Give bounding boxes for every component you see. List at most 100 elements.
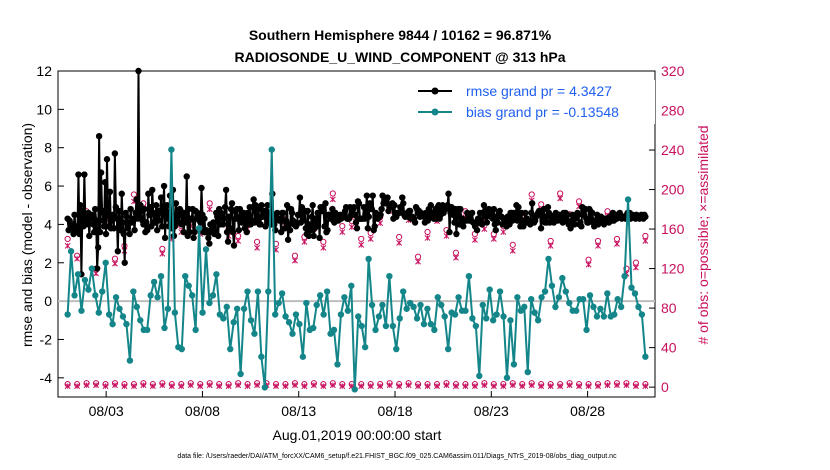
bias-point	[237, 370, 244, 378]
rmse-point	[83, 221, 90, 228]
rmse-point	[522, 209, 529, 217]
bias-point	[386, 272, 393, 280]
bias-point	[600, 313, 608, 320]
rmse-point	[377, 211, 384, 219]
rmse-point	[76, 230, 83, 238]
bias-point	[220, 315, 227, 322]
rmse-point	[215, 232, 222, 240]
obs-assimilated-marker	[93, 270, 99, 277]
rmse-point	[453, 230, 460, 238]
bias-point	[137, 317, 144, 324]
bias-point	[227, 345, 234, 353]
obs-assimilated-marker	[206, 382, 213, 389]
bias-point	[296, 320, 303, 328]
bias-point	[202, 246, 210, 253]
rmse-point	[473, 226, 481, 234]
bias-point	[579, 296, 587, 303]
obs-assimilated-marker	[367, 235, 374, 242]
rmse-point	[71, 211, 78, 219]
obs-assimilated-marker	[595, 242, 601, 249]
rmse-point	[118, 190, 125, 197]
obs-assimilated-marker	[396, 239, 403, 246]
rmse-point	[93, 265, 101, 272]
bias-point	[265, 288, 272, 295]
bias-point	[78, 307, 85, 314]
rmse-point	[332, 209, 339, 217]
obs-assimilated-marker	[519, 383, 526, 390]
rmse-point	[205, 234, 212, 242]
bias-point	[74, 271, 82, 278]
obs-assimilated-marker	[481, 382, 488, 389]
bias-point	[614, 296, 621, 303]
bias-point	[628, 284, 635, 291]
obs-assimilated-marker	[112, 382, 118, 389]
rmse-point	[127, 205, 134, 213]
rmse-point	[145, 190, 152, 197]
rmse-point	[132, 209, 139, 217]
bias-point	[559, 274, 566, 282]
rmse-point	[123, 213, 130, 220]
rmse-point	[460, 223, 467, 230]
obs-assimilated-marker	[235, 382, 242, 389]
bias-point	[316, 292, 324, 299]
obs-assimilated-marker	[329, 382, 336, 389]
rmse-point	[384, 194, 391, 201]
rmse-point	[137, 202, 144, 209]
bias-point	[624, 196, 632, 203]
rmse-point	[147, 203, 154, 211]
bias-point	[393, 345, 400, 353]
rmse-point	[89, 211, 96, 219]
bias-point	[382, 322, 390, 330]
bias-point	[531, 309, 538, 316]
y-axis-label-left: rmse and bias (model - observation)	[19, 123, 35, 347]
obs-assimilated-marker	[93, 382, 99, 389]
rmse-point	[494, 219, 501, 226]
rmse-point	[642, 213, 649, 220]
rmse-point	[316, 234, 323, 242]
rmse-point	[163, 202, 171, 209]
rmse-point	[567, 225, 574, 232]
obs-assimilated-marker	[291, 382, 298, 389]
rmse-point	[157, 194, 165, 201]
obs-assimilated-marker	[291, 257, 298, 264]
obs-assimilated-marker	[623, 382, 630, 389]
bias-point	[538, 294, 545, 301]
bias-point	[258, 353, 265, 360]
rmse-point	[113, 215, 121, 222]
obs-assimilated-marker	[339, 229, 346, 235]
rmse-point	[257, 221, 264, 228]
rmse-point	[225, 213, 233, 220]
x-tick-label: 08/13	[281, 403, 316, 419]
rmse-point	[537, 225, 545, 232]
obs-assimilated-marker	[405, 382, 412, 389]
obs-assimilated-marker	[434, 383, 440, 390]
bias-point	[88, 265, 96, 272]
bias-point	[351, 386, 358, 393]
x-tick-label: 08/08	[185, 403, 220, 419]
rmse-point	[186, 228, 193, 236]
rmse-point	[575, 211, 582, 219]
obs-assimilated-marker	[614, 382, 620, 389]
obs-assimilated-marker	[452, 254, 459, 261]
rmse-point	[411, 219, 419, 226]
obs-assimilated-marker	[64, 242, 71, 249]
bias-point	[206, 299, 213, 307]
bias-point	[365, 255, 372, 263]
obs-assimilated-marker	[566, 382, 573, 389]
bias-point	[251, 330, 258, 337]
rmse-point	[133, 196, 140, 203]
obs-possible-marker	[424, 228, 431, 236]
bias-point	[372, 326, 379, 334]
obs-assimilated-marker	[377, 383, 384, 390]
rmse-point	[368, 205, 375, 213]
obs-possible-marker	[329, 190, 336, 197]
bias-point	[64, 311, 71, 318]
rmse-point	[310, 232, 317, 240]
bias-point	[444, 345, 452, 353]
bias-point	[545, 255, 552, 263]
y-right-tick-label: 200	[661, 182, 685, 198]
y-tick-label: 8	[44, 140, 52, 156]
rmse-point	[564, 211, 571, 219]
bias-point	[593, 313, 601, 320]
rmse-point	[352, 219, 360, 226]
